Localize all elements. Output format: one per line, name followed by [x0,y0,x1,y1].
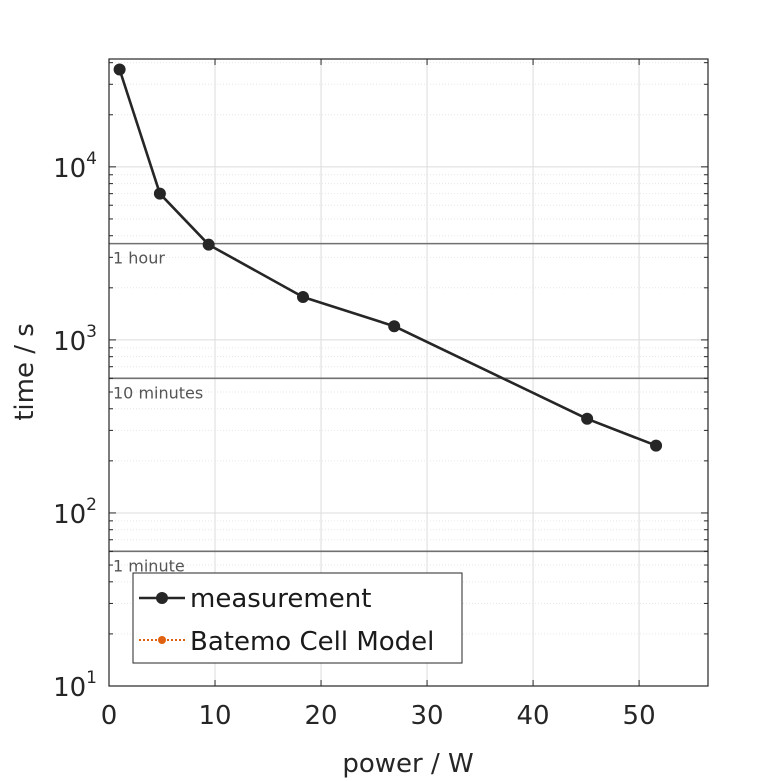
y-axis-label: time / s [10,323,40,421]
x-tick-label: 30 [411,701,444,731]
legend: measurement Batemo Cell Model [133,573,462,663]
reference-line-label: 10 minutes [113,383,203,402]
reference-line-label: 1 hour [113,249,165,268]
legend-measurement-marker [156,592,168,604]
data-point [114,64,126,76]
x-tick-label: 50 [623,701,656,731]
data-point [297,291,309,303]
data-point [650,440,662,452]
legend-measurement-label: measurement [190,584,371,614]
data-point [388,320,400,332]
data-point [581,413,593,425]
legend-batemo-marker [158,636,166,644]
x-tick-label: 0 [101,701,118,731]
legend-batemo-label: Batemo Cell Model [190,627,434,657]
x-tick-label: 10 [198,701,231,731]
x-tick-label: 20 [304,701,337,731]
x-tick-label: 40 [517,701,550,731]
data-point [203,239,215,251]
data-point [154,188,166,200]
x-axis-label: power / W [342,749,473,779]
reference-line-label: 1 minute [113,556,185,575]
